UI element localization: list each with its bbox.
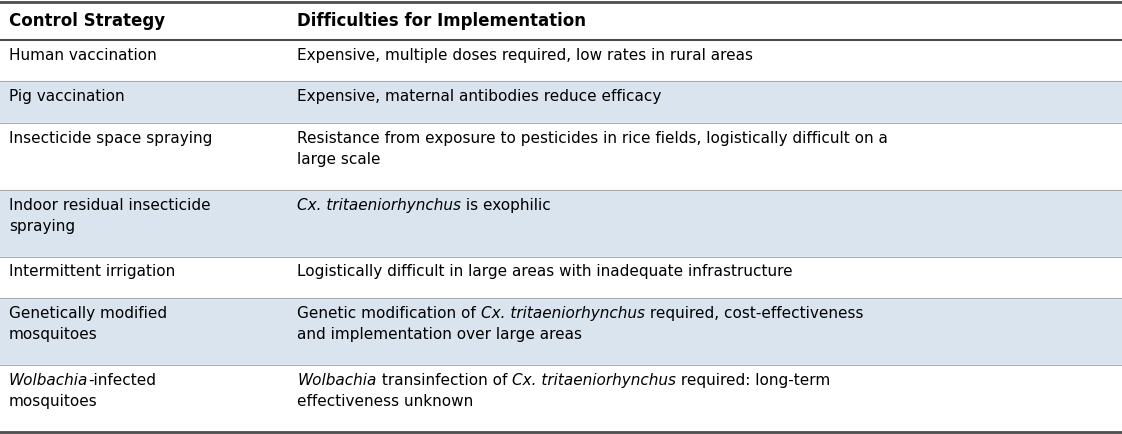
Text: and implementation over large areas: and implementation over large areas <box>297 327 582 342</box>
Text: spraying: spraying <box>9 219 75 233</box>
Text: -infected: -infected <box>89 373 156 388</box>
Text: Wolbachia: Wolbachia <box>297 373 377 388</box>
Text: is exophilic: is exophilic <box>461 198 551 213</box>
Bar <box>0 190 1122 256</box>
Bar <box>0 123 1122 190</box>
Text: Resistance from exposure to pesticides in rice fields, logistically difficult on: Resistance from exposure to pesticides i… <box>297 131 889 146</box>
Text: mosquitoes: mosquitoes <box>9 327 98 342</box>
Text: Genetic modification of: Genetic modification of <box>297 306 481 321</box>
Bar <box>0 365 1122 432</box>
Text: effectiveness unknown: effectiveness unknown <box>297 394 473 409</box>
Text: Intermittent irrigation: Intermittent irrigation <box>9 264 175 279</box>
Text: large scale: large scale <box>297 152 380 167</box>
Bar <box>0 82 1122 123</box>
Text: Human vaccination: Human vaccination <box>9 48 157 62</box>
Text: Cx. tritaeniorhynchus: Cx. tritaeniorhynchus <box>481 306 645 321</box>
Text: Insecticide space spraying: Insecticide space spraying <box>9 131 212 146</box>
Text: required, cost-effectiveness: required, cost-effectiveness <box>645 306 864 321</box>
Bar <box>0 256 1122 298</box>
Text: Expensive, multiple doses required, low rates in rural areas: Expensive, multiple doses required, low … <box>297 48 753 62</box>
Text: transinfection of: transinfection of <box>377 373 512 388</box>
Text: mosquitoes: mosquitoes <box>9 394 98 409</box>
Text: Logistically difficult in large areas with inadequate infrastructure: Logistically difficult in large areas wi… <box>297 264 793 279</box>
Bar <box>0 40 1122 82</box>
Bar <box>0 2 1122 40</box>
Text: Control Strategy: Control Strategy <box>9 12 165 30</box>
Bar <box>0 298 1122 365</box>
Text: Cx. tritaeniorhynchus: Cx. tritaeniorhynchus <box>297 198 461 213</box>
Text: Difficulties for Implementation: Difficulties for Implementation <box>297 12 587 30</box>
Text: required: long-term: required: long-term <box>675 373 830 388</box>
Text: Genetically modified: Genetically modified <box>9 306 167 321</box>
Text: Indoor residual insecticide: Indoor residual insecticide <box>9 198 211 213</box>
Text: Cx. tritaeniorhynchus: Cx. tritaeniorhynchus <box>512 373 675 388</box>
Text: Wolbachia: Wolbachia <box>9 373 89 388</box>
Text: Expensive, maternal antibodies reduce efficacy: Expensive, maternal antibodies reduce ef… <box>297 89 662 104</box>
Text: Pig vaccination: Pig vaccination <box>9 89 125 104</box>
